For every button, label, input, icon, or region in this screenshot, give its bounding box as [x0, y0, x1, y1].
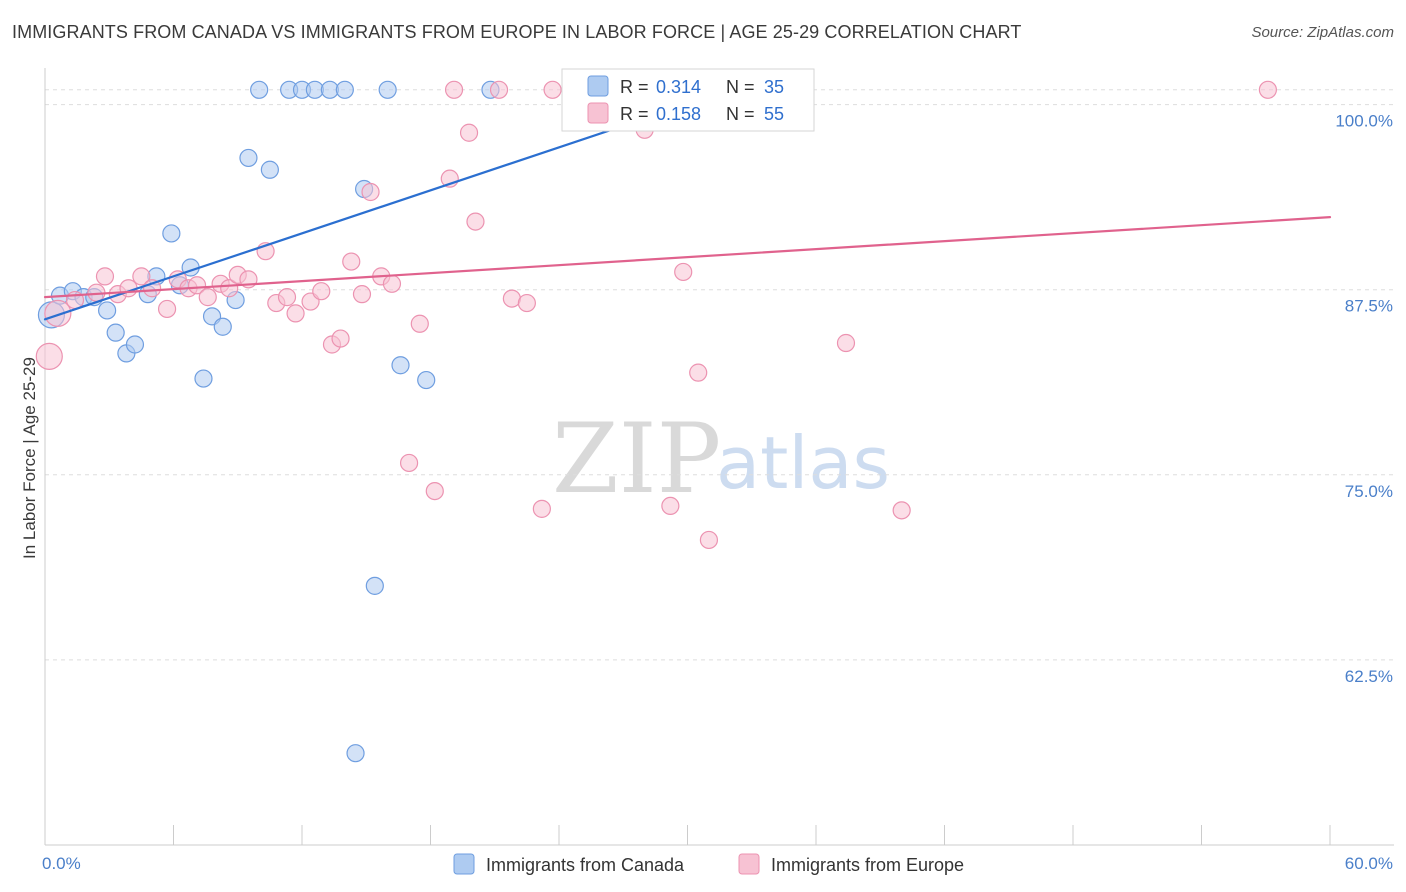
data-point-europe	[543, 80, 562, 99]
data-point-europe	[689, 363, 708, 382]
x-tick-label-max: 60.0%	[1345, 854, 1393, 873]
data-point-europe	[35, 342, 63, 370]
data-point-canada	[194, 369, 213, 388]
series-legend: Immigrants from Canada Immigrants from E…	[453, 853, 964, 875]
legend-swatch-canada	[587, 75, 609, 97]
legend-r-label-canada: R =	[620, 77, 649, 97]
data-point-europe	[444, 80, 464, 99]
chart-title: IMMIGRANTS FROM CANADA VS IMMIGRANTS FRO…	[12, 22, 1022, 42]
data-point-canada	[98, 301, 117, 320]
data-point-canada	[260, 160, 279, 179]
data-point-europe	[699, 530, 719, 550]
data-point-europe	[95, 267, 115, 286]
x-tick-labels: 0.0% 60.0%	[42, 854, 1393, 873]
data-point-europe	[466, 212, 485, 231]
data-point-canada	[378, 80, 397, 99]
data-point-europe	[187, 276, 207, 295]
data-point-europe	[220, 279, 239, 298]
data-point-europe	[198, 288, 217, 307]
axes	[44, 68, 1394, 846]
data-point-canada	[391, 356, 410, 375]
data-point-europe	[399, 453, 419, 473]
watermark-zip: ZIP	[552, 403, 721, 515]
data-point-europe	[352, 285, 372, 304]
watermark: ZIP atlas	[552, 403, 890, 515]
trend-line-canada	[43, 96, 711, 321]
data-point-canada	[365, 576, 384, 595]
data-point-europe	[459, 123, 479, 142]
data-point-europe	[382, 274, 402, 293]
correlation-legend: R = 0.314 N = 35 R = 0.158 N = 55	[561, 68, 815, 132]
bottom-legend-swatch-canada	[453, 853, 475, 875]
y-tick-label: 62.5%	[1345, 667, 1393, 686]
data-point-europe	[836, 333, 856, 353]
data-point-europe	[132, 267, 151, 286]
data-point-europe	[157, 299, 177, 319]
data-point-europe	[674, 262, 693, 282]
legend-n-label-europe: N =	[726, 104, 755, 124]
bottom-legend-swatch-europe	[738, 853, 760, 875]
legend-n-value-europe: 55	[764, 104, 784, 124]
data-point-canada	[335, 80, 354, 99]
watermark-atlas: atlas	[716, 421, 890, 505]
data-point-europe	[489, 80, 509, 99]
data-point-europe	[425, 481, 444, 501]
y-tick-label: 100.0%	[1335, 112, 1393, 131]
legend-swatch-europe	[587, 102, 609, 124]
trend-lines	[43, 96, 1332, 321]
legend-r-value-europe: 0.158	[656, 104, 701, 124]
data-point-europe	[312, 282, 331, 301]
data-point-europe	[517, 293, 536, 313]
data-point-europe	[361, 182, 380, 202]
source-label: Source: ZipAtlas.com	[1251, 24, 1394, 41]
data-point-europe	[286, 304, 305, 323]
y-tick-labels: 100.0% 87.5% 75.0% 62.5%	[1335, 112, 1393, 686]
y-tick-label: 75.0%	[1345, 482, 1393, 501]
data-point-europe	[1258, 80, 1277, 99]
data-point-europe	[331, 329, 350, 348]
legend-n-label-canada: N =	[726, 77, 755, 97]
trend-line-europe	[43, 216, 1332, 299]
data-point-canada	[125, 335, 145, 354]
data-point-canada	[250, 80, 269, 99]
grid	[45, 89, 1394, 661]
data-point-europe	[532, 499, 551, 518]
data-point-europe	[892, 501, 911, 520]
data-point-canada	[106, 323, 125, 342]
data-point-canada	[213, 317, 232, 336]
data-point-canada	[239, 148, 258, 168]
data-point-europe	[502, 289, 521, 308]
data-point-europe	[44, 299, 72, 328]
bottom-legend-label-europe: Immigrants from Europe	[771, 855, 964, 875]
x-tick-label-min: 0.0%	[42, 854, 81, 873]
y-axis-label: In Labor Force | Age 25-29	[20, 357, 39, 559]
y-tick-label: 87.5%	[1345, 297, 1393, 316]
data-point-europe	[661, 496, 680, 516]
bottom-legend-label-canada: Immigrants from Canada	[486, 855, 685, 875]
legend-r-label-europe: R =	[620, 104, 649, 124]
data-point-europe	[342, 252, 361, 271]
data-point-europe	[277, 288, 297, 307]
legend-r-value-canada: 0.314	[656, 77, 701, 97]
data-point-europe	[410, 314, 429, 333]
data-point-canada	[162, 224, 181, 243]
data-point-canada	[417, 370, 436, 390]
legend-n-value-canada: 35	[764, 77, 784, 97]
data-point-canada	[346, 744, 365, 763]
